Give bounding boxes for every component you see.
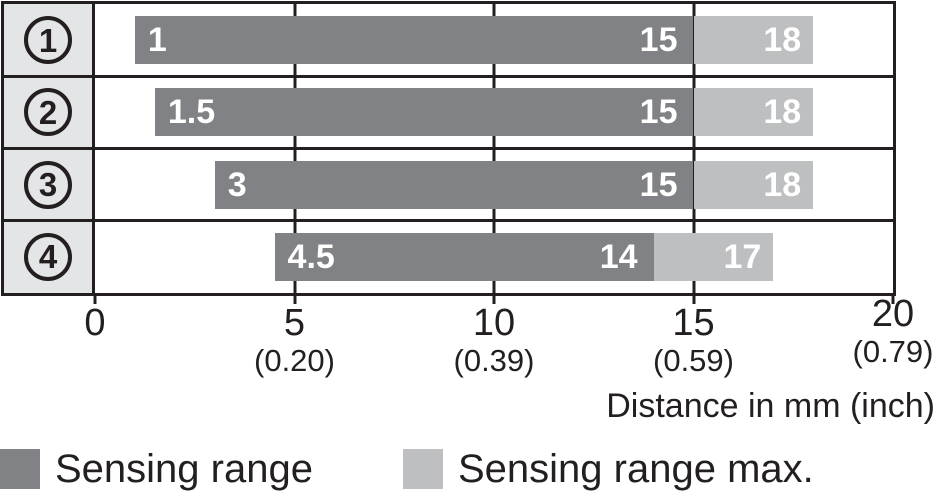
row-header-cell: 1	[4, 4, 92, 76]
x-tick: 20 (0.79)	[852, 293, 934, 370]
x-tick-inch-label: (0.20)	[254, 343, 335, 379]
bar-start-label: 3	[227, 165, 247, 204]
legend-item-sensing-range-max: Sensing range max.	[403, 449, 814, 489]
row-number-badge: 3	[24, 160, 72, 209]
x-tick-mm-label: 10	[472, 302, 516, 344]
row-separator	[4, 219, 893, 223]
bar-max-label: 18	[763, 165, 802, 204]
legend-label: Sensing range max.	[458, 447, 814, 491]
sensing-range-bar: 1.5 15	[154, 88, 694, 137]
x-tick: 0	[84, 302, 106, 344]
x-axis-title: Distance in mm (inch)	[606, 387, 935, 425]
x-tick-inch-label: (0.39)	[453, 343, 535, 379]
bar-end-label: 15	[639, 93, 678, 132]
tick-mark	[891, 294, 895, 304]
x-tick-inch-label: (0.79)	[852, 334, 934, 370]
bar-start-label: 4.5	[287, 237, 335, 276]
bar-end-label: 14	[599, 237, 638, 276]
row-number-badge: 1	[24, 16, 72, 65]
bar-start-label: 1.5	[167, 93, 216, 132]
row-number-badge: 4	[24, 232, 72, 281]
legend-label: Sensing range	[55, 447, 313, 491]
sensing-range-max-bar: 18	[693, 88, 814, 137]
chart-table: 1 2 3 4 1 15 18 1.5 15 18 3 15 18 4.5 14 17	[1, 1, 896, 296]
x-tick: 15 (0.59)	[653, 302, 734, 379]
tick-mark	[293, 294, 296, 304]
row-separator	[4, 74, 893, 78]
row-header-cell: 4	[4, 221, 92, 293]
sensing-range-bar: 3 15	[214, 160, 694, 209]
sensing-range-max-bar: 18	[693, 160, 814, 209]
legend: Sensing range Sensing range max.	[0, 449, 940, 491]
bar-max-label: 18	[763, 93, 802, 132]
row-header-cell: 2	[4, 76, 92, 148]
x-axis: 0 5 (0.20) 10 (0.39) 15 (0.59) 20 (0.79)	[84, 293, 933, 387]
tick-mark	[492, 294, 496, 304]
plot-area: 1 15 18 1.5 15 18 3 15 18 4.5 14 17	[95, 4, 893, 293]
x-tick-mm-label: 0	[84, 302, 106, 344]
x-tick: 5 (0.20)	[254, 302, 335, 379]
sensing-range-max-bar: 18	[693, 16, 814, 65]
legend-item-sensing-range: Sensing range	[0, 449, 313, 489]
x-tick: 10 (0.39)	[453, 302, 535, 379]
bar-max-label: 17	[723, 237, 762, 276]
row-separator	[4, 147, 893, 150]
row-header-cell: 3	[4, 149, 92, 221]
bar-start-label: 1	[147, 21, 167, 60]
sensing-range-max-bar: 17	[653, 232, 774, 281]
bar-end-label: 15	[639, 165, 678, 204]
x-tick-mm-label: 15	[672, 302, 715, 344]
x-tick-mm-label: 5	[283, 302, 306, 344]
bar-max-label: 18	[763, 21, 802, 60]
tick-mark	[93, 294, 97, 304]
row-number-badge: 2	[24, 88, 72, 137]
bar-end-label: 15	[639, 21, 678, 60]
tick-mark	[692, 294, 695, 304]
x-tick-inch-label: (0.59)	[653, 343, 734, 379]
sensing-range-bar: 1 15	[134, 16, 694, 65]
sensing-range-max-swatch	[403, 449, 443, 489]
sensing-range-swatch	[0, 449, 40, 489]
sensing-range-bar: 4.5 14	[274, 232, 654, 281]
